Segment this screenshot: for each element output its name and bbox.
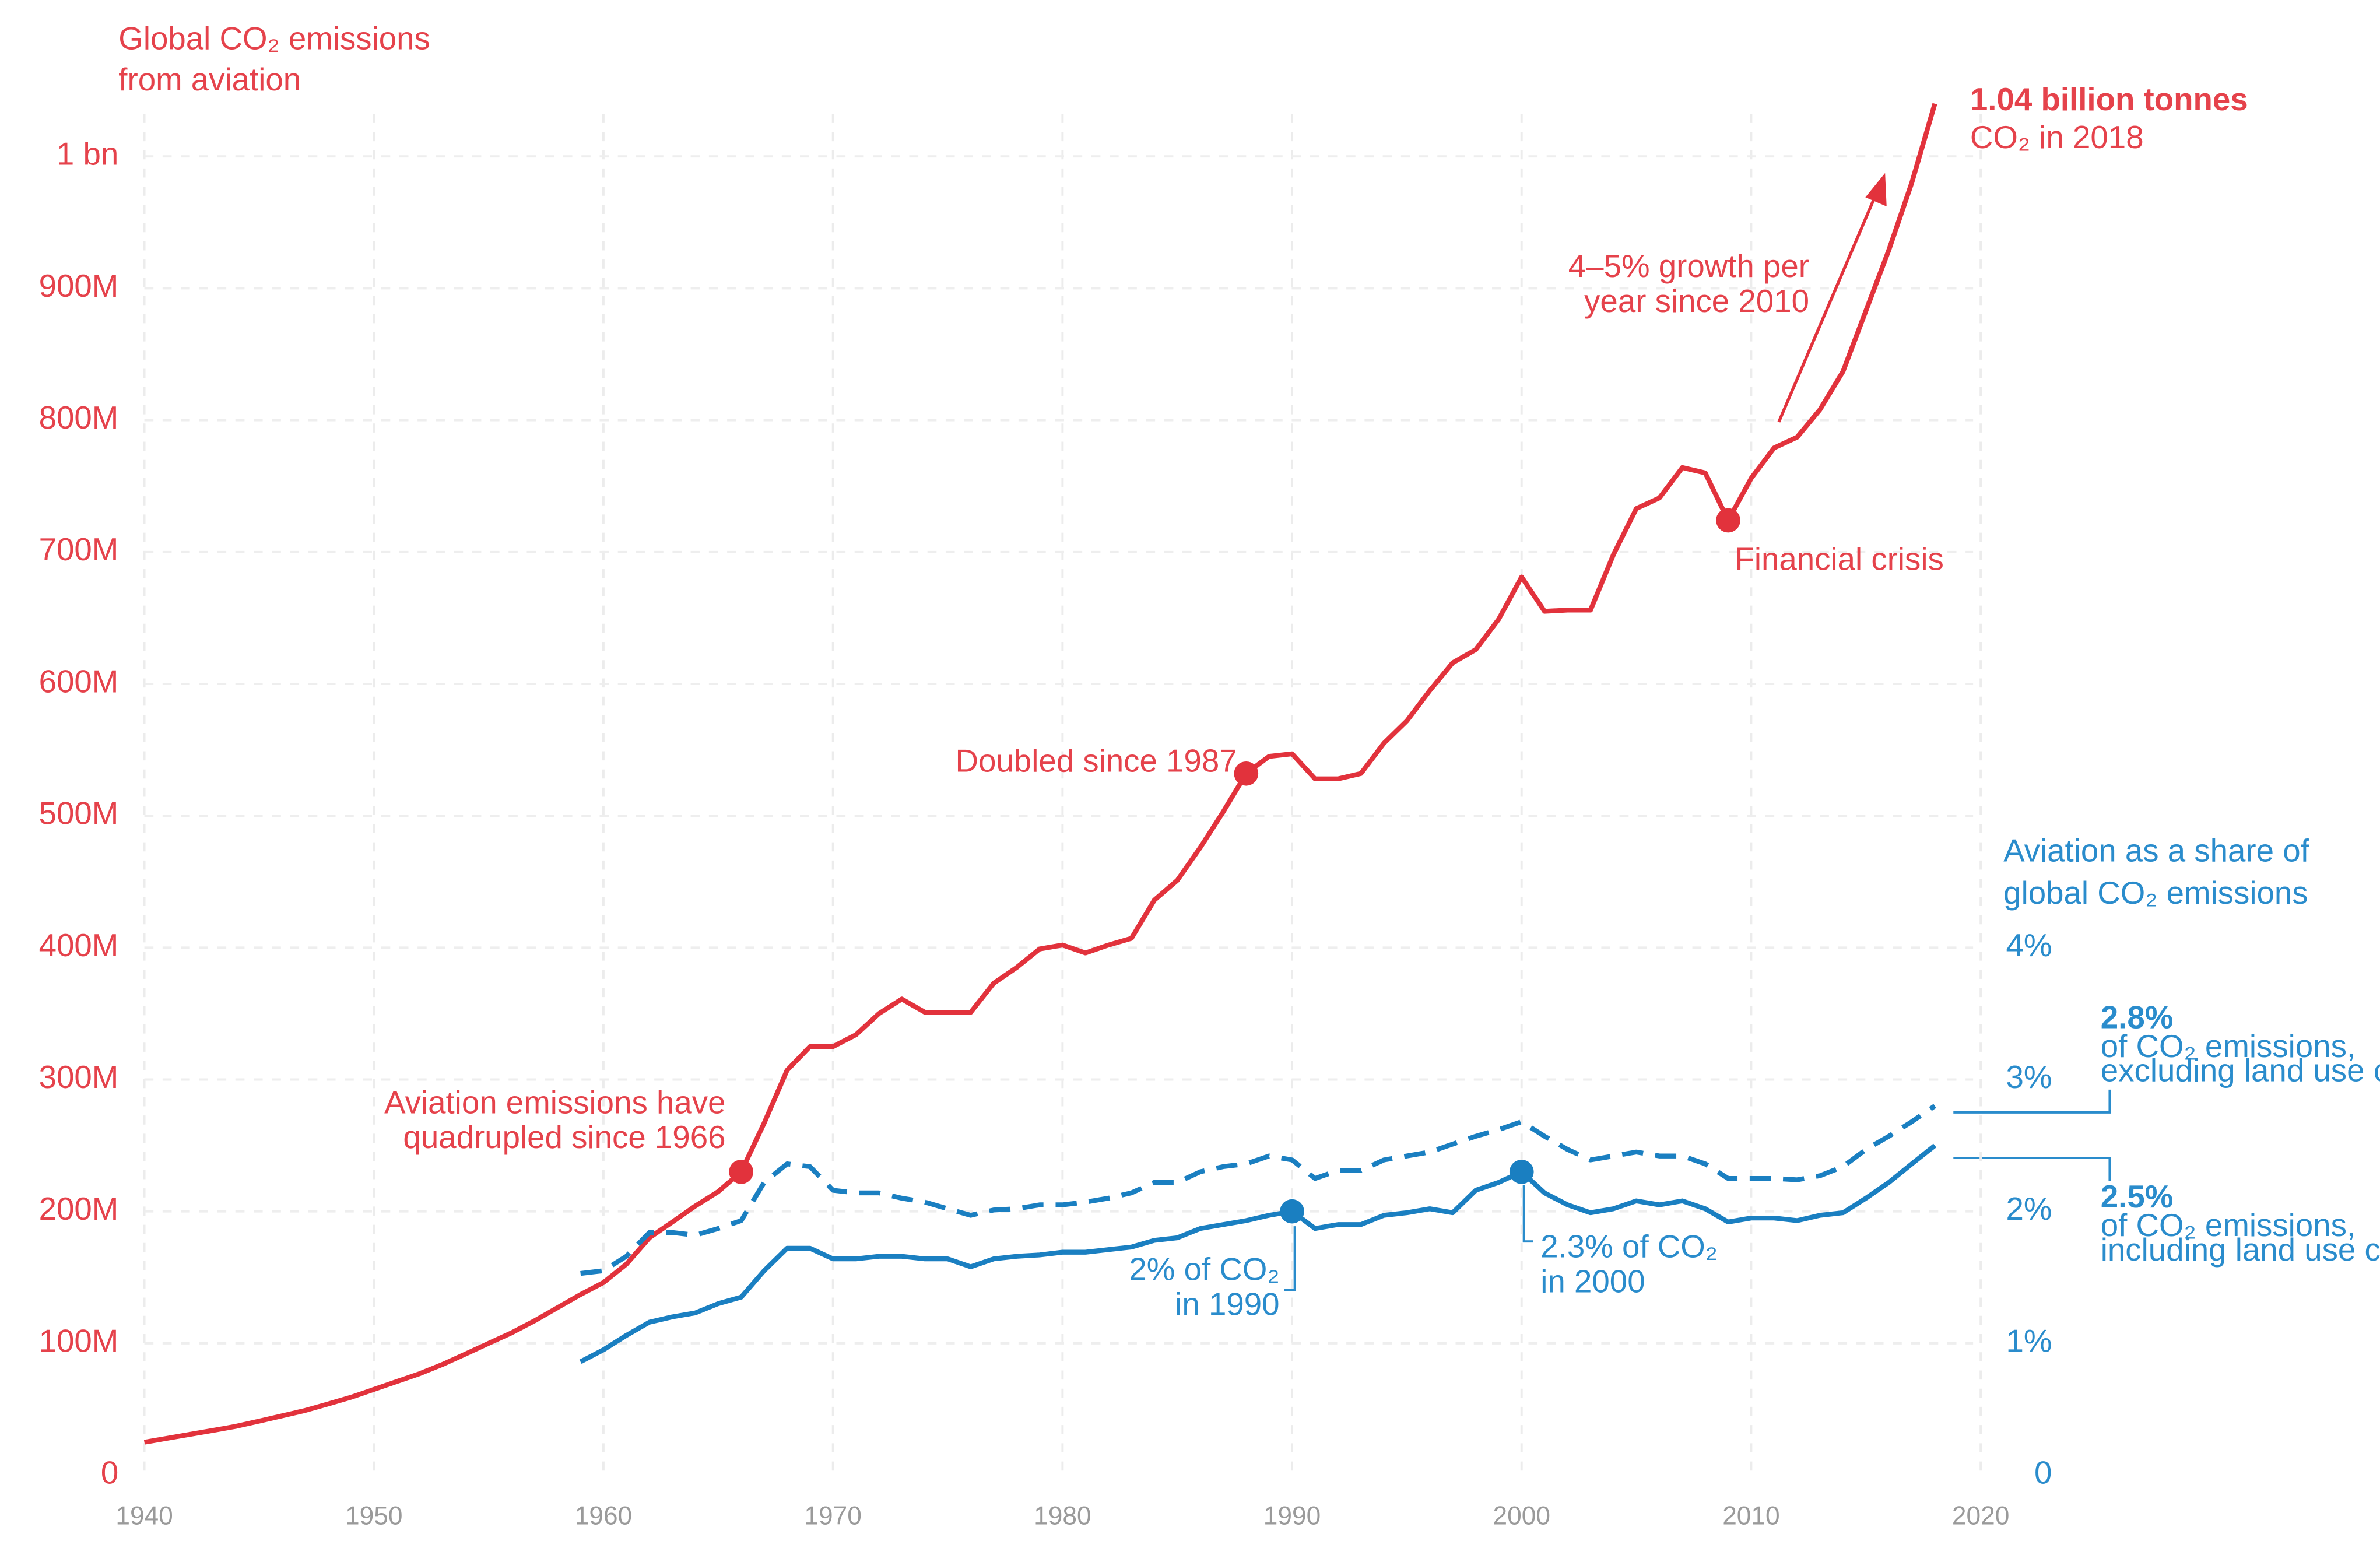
y-tick-label: 300M xyxy=(39,1059,119,1095)
annotation: 2.3% of CO₂ xyxy=(1540,1229,1718,1265)
y-axis-title: Global CO₂ emissions xyxy=(118,21,430,57)
annotation: Doubled since 1987 xyxy=(956,743,1237,779)
growth-arrow xyxy=(1777,194,1877,423)
y-tick-label: 1 bn xyxy=(57,136,118,172)
end-note: of CO₂ emissions, xyxy=(2101,1029,2356,1064)
end-note: including land use change xyxy=(2101,1232,2380,1268)
annotation-dot xyxy=(729,1160,754,1184)
end-note: of CO₂ emissions, xyxy=(2101,1207,2356,1243)
annotation: year since 2010 xyxy=(1584,283,1809,319)
y-tick-label: 900M xyxy=(39,268,119,304)
x-tick-label: 2010 xyxy=(1722,1502,1779,1531)
y-tick-label: 800M xyxy=(39,400,119,436)
annotation-dot xyxy=(1509,1160,1534,1184)
connector xyxy=(1522,1185,1533,1243)
end-label: 2.5% xyxy=(2101,1179,2174,1214)
series-line xyxy=(580,1104,1936,1276)
y2-tick-label: 3% xyxy=(2006,1059,2052,1095)
end-note: excluding land use change xyxy=(2101,1053,2380,1089)
y-tick-label: 0 xyxy=(101,1455,118,1490)
series-line xyxy=(143,103,1937,1445)
annotation-dot xyxy=(1234,761,1259,786)
y2-axis-title: global CO₂ emissions xyxy=(2003,875,2308,911)
annotation-dot xyxy=(1280,1199,1304,1224)
y-tick-label: 200M xyxy=(39,1191,119,1227)
y2-tick-label: 0 xyxy=(2034,1455,2052,1490)
y2-axis-title: Aviation as a share of xyxy=(2003,833,2309,868)
connector xyxy=(1284,1226,1296,1291)
x-tick-label: 1950 xyxy=(345,1502,402,1531)
annotation: quadrupled since 1966 xyxy=(403,1119,725,1155)
series-line xyxy=(579,1143,1937,1364)
y-tick-label: 400M xyxy=(39,928,119,963)
y-tick-label: 600M xyxy=(39,664,119,699)
end-label: 1.04 billion tonnes xyxy=(1970,82,2248,117)
y-tick-label: 100M xyxy=(39,1323,119,1359)
end-note: CO₂ in 2018 xyxy=(1970,120,2144,155)
y2-tick-label: 1% xyxy=(2006,1323,2052,1359)
connector xyxy=(1953,1157,2111,1181)
arrow-head xyxy=(1865,173,1887,206)
x-tick-label: 1970 xyxy=(804,1502,861,1531)
y-tick-label: 500M xyxy=(39,796,119,831)
x-tick-label: 1980 xyxy=(1034,1502,1091,1531)
annotation: in 1990 xyxy=(1175,1287,1279,1322)
x-tick-label: 1990 xyxy=(1263,1502,1321,1531)
x-tick-label: 1940 xyxy=(115,1502,173,1531)
end-label: 2.8% xyxy=(2101,1000,2174,1035)
x-tick-label: 2020 xyxy=(1952,1502,2009,1531)
annotation: in 2000 xyxy=(1540,1264,1645,1300)
annotation: Aviation emissions have xyxy=(384,1084,725,1120)
connector xyxy=(1953,1089,2111,1114)
y-axis-title: from aviation xyxy=(118,62,301,97)
x-tick-label: 2000 xyxy=(1493,1502,1550,1531)
y-tick-label: 700M xyxy=(39,532,119,567)
annotation: Financial crisis xyxy=(1735,542,1943,577)
y2-tick-label: 4% xyxy=(2006,928,2052,963)
annotation: 2% of CO₂ xyxy=(1129,1252,1279,1287)
x-tick-label: 1960 xyxy=(575,1502,632,1531)
y2-tick-label: 2% xyxy=(2006,1191,2052,1227)
annotation-dot xyxy=(1716,508,1740,533)
annotation: 4–5% growth per xyxy=(1568,248,1809,284)
